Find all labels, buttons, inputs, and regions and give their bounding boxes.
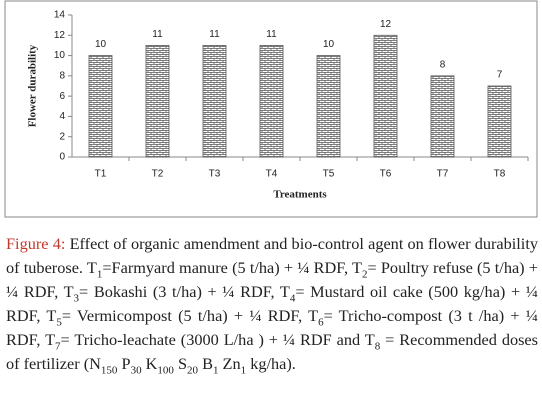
caption-subscript: 150 [100,364,118,377]
chart: Flower durability Treatments 0 2 4 6 8 10 12 14… [4,0,538,218]
bar [430,75,455,158]
value-label: 10 [95,39,107,50]
x-tick-label: T6 [380,169,392,180]
caption-subscript: 100 [157,364,174,377]
x-tick-label: T3 [209,169,221,180]
caption-text: Zn [218,354,241,373]
bar [202,45,227,158]
y-tick-label: 2 [59,131,65,142]
y-axis-label: Flower durability [27,44,39,127]
caption-text: = Bokashi (3 t/ha) + ¼ RDF, T [79,282,290,301]
y-tick-label: 14 [54,10,66,21]
caption-subscript: 1 [212,364,219,377]
caption-label: Figure 4: [6,234,66,253]
x-tick-label: T5 [323,169,335,180]
caption-subscript: 4 [289,292,296,305]
caption-subscript: 7 [55,340,61,353]
caption-subscript: 2 [361,268,368,281]
chart-border [4,0,538,218]
y-tick-label: 10 [54,50,66,61]
value-label: 11 [152,29,163,40]
y-tick-label: 6 [59,91,65,102]
caption-subscript: 20 [187,364,199,377]
caption-subscript: 5 [56,316,62,329]
caption-text: B [198,354,213,373]
bar [316,55,341,158]
caption: Figure 4: Effect of organic amendment an… [6,232,538,376]
caption-subscript: 30 [130,364,142,377]
y-tick-label: 4 [59,111,65,122]
caption-text: = Poultry refuse (5 t/ha) + ¼ RDF, T [6,258,538,301]
caption-subscript: 8 [374,340,381,353]
caption-subscript: 6 [318,316,324,329]
value-label: 12 [380,19,392,30]
caption-text: = Tricho-leachate (3000 L/ha ) + ¼ RDF a… [60,330,375,349]
x-tick-label: T8 [494,169,506,180]
y-tick-label: 8 [59,70,65,81]
caption-text: = Tricho-compost (3 t /ha) + ¼ RDF, T [6,306,538,349]
caption-text: = Mustard oil cake (500 kg/ha) + ¼ RDF, … [6,282,538,325]
y-tick-label: 0 [59,152,65,163]
caption-text: = Vermicompost (5 t/ha) + ¼ RDF, T [61,306,319,325]
caption-subscript: 1 [240,364,247,377]
value-label: 11 [209,29,220,40]
caption-subscript: 1 [96,268,103,281]
x-axis-label: Treatments [273,189,327,201]
bar [145,45,170,158]
value-label: 11 [266,29,277,40]
x-tick-label: T2 [152,169,164,180]
caption-text: P [117,354,131,373]
caption-text: = Recommended doses of fertilizer (N [6,330,538,373]
bar [88,55,113,158]
caption-subscript: 3 [73,292,80,305]
value-label: 7 [497,70,503,81]
caption-text: Effect of organic amendment and bio-cont… [6,234,538,277]
x-tick-label: T7 [437,169,449,180]
caption-text: K [141,354,158,373]
bar [259,45,284,158]
caption-text: kg/ha). [246,354,296,373]
bar [373,34,398,158]
caption-text: =Farmyard manure (5 t/ha) + ¼ RDF, T [102,258,362,277]
x-tick-label: T1 [95,169,107,180]
y-tick-label: 12 [54,30,66,41]
value-label: 8 [440,59,446,70]
value-label: 10 [323,39,335,50]
bar [487,85,512,158]
x-tick-label: T4 [266,169,278,180]
caption-text: S [173,354,188,373]
